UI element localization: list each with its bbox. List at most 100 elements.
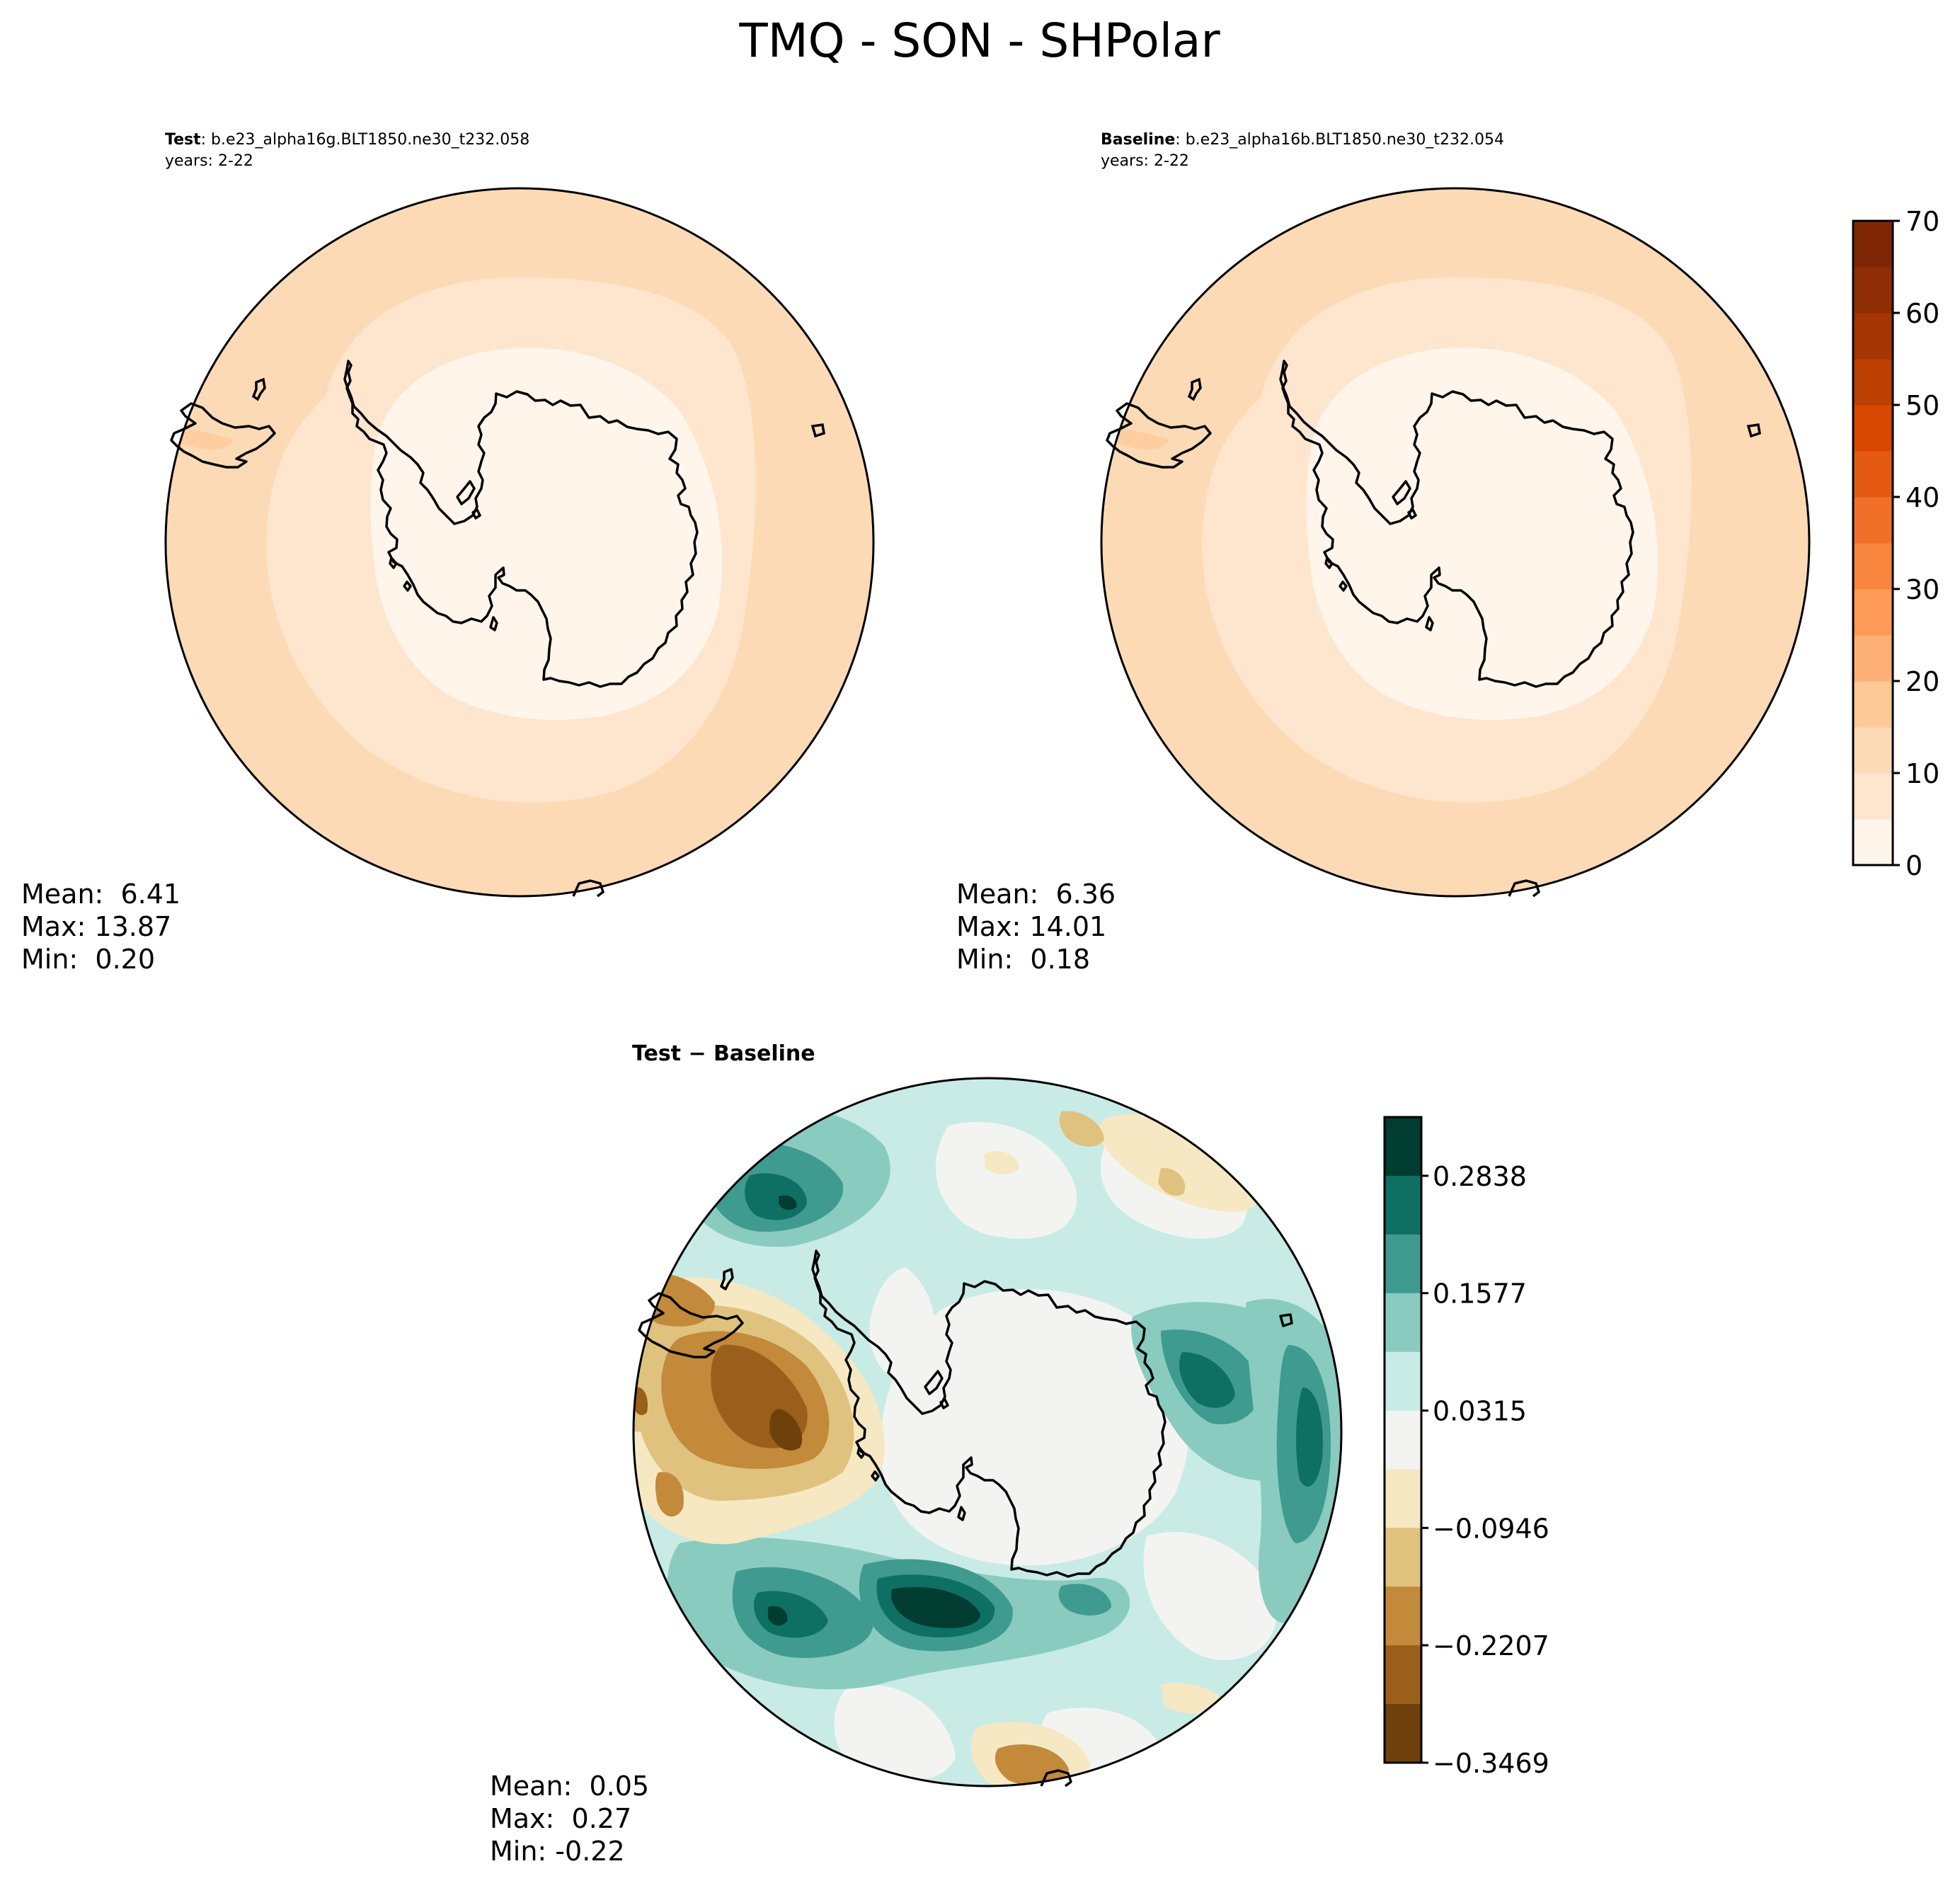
main-colorbar-tick-label: 30 (1905, 574, 1939, 605)
test-label: Test: b.e23_alpha16g.BLT1850.ne30_t232.0… (165, 131, 529, 149)
main-colorbar-tick-label: 0 (1905, 850, 1922, 881)
main-colorbar-segment (1853, 497, 1893, 544)
difference-map (634, 1078, 1341, 1786)
main-colorbar-segment (1853, 543, 1893, 590)
baseline-max: Max: 14.01 (956, 911, 1106, 942)
baseline-island-1 (1187, 377, 1202, 401)
figure-title: TMQ - SON - SHPolar (738, 13, 1220, 68)
main-colorbar-tick-label: 70 (1905, 206, 1939, 237)
main-colorbar-segment (1853, 451, 1893, 498)
main-colorbar-segment (1853, 773, 1893, 820)
main-colorbar-segment (1853, 635, 1893, 682)
main-colorbar-tick-label: 50 (1905, 390, 1939, 421)
baseline-island-2 (1746, 423, 1761, 438)
test-south-america-coast (170, 402, 276, 469)
diff-brown-region (655, 1472, 684, 1517)
difference-label: Test − Baseline (632, 1041, 815, 1066)
diff-brown-region (1158, 1167, 1186, 1196)
baseline-band-inner (1306, 348, 1658, 720)
difference-colorbar-segment (1385, 1234, 1421, 1294)
baseline-map-boundary (1100, 187, 1811, 898)
baseline-island-3 (1508, 879, 1541, 898)
test-years: years: 2-22 (165, 152, 253, 170)
main-colorbar-tick-label: 20 (1905, 666, 1939, 697)
difference-colorbar-segment (1385, 1586, 1421, 1646)
main-colorbar-segment (1853, 313, 1893, 360)
difference-panel: Test − Baseline (490, 1041, 1343, 1867)
main-colorbar-tick-label: 10 (1905, 758, 1939, 789)
main-colorbar-segment (1853, 819, 1893, 866)
main-colorbar: 0 10 20 30 40 50 60 70 (1852, 206, 1939, 881)
main-colorbar-segment (1853, 405, 1893, 452)
main-colorbar-segment (1853, 221, 1893, 268)
baseline-years: years: 2-22 (1101, 152, 1189, 170)
main-colorbar-segment (1853, 359, 1893, 406)
main-colorbar-tick-label: 40 (1905, 482, 1939, 513)
diff-teal-region (754, 1591, 828, 1638)
diff-brown-region (1161, 1683, 1225, 1715)
diff-teal-region (891, 1586, 980, 1628)
diff-brown-region (1059, 1111, 1104, 1147)
difference-colorbar-segment (1385, 1410, 1421, 1470)
test-antarctica-coastline (343, 360, 699, 688)
main-colorbar-frame (1852, 219, 1894, 866)
difference-min: Min: -0.22 (490, 1836, 625, 1867)
test-island-3 (572, 879, 605, 898)
diff-brown-region (995, 1744, 1069, 1786)
difference-colorbar: 0.2838 0.1577 0.0315 −0.0946 −0.2207 −0.3469 (1383, 1116, 1549, 1779)
main-colorbar-segment (1853, 267, 1893, 314)
baseline-map (1101, 188, 1809, 896)
difference-colorbar-tick-label: −0.0946 (1433, 1513, 1549, 1544)
baseline-panel: Baseline: b.e23_alpha16b.BLT1850.ne30_t2… (956, 131, 1811, 975)
difference-colorbar-segment (1385, 1175, 1421, 1235)
diff-neutral-region (1143, 1531, 1277, 1661)
difference-colorbar-segment (1385, 1704, 1421, 1763)
main-colorbar-segment (1853, 589, 1893, 636)
main-colorbar-segment (1853, 727, 1893, 774)
difference-colorbar-segment (1385, 1469, 1421, 1528)
main-colorbar-tick-label: 60 (1905, 298, 1939, 329)
difference-colorbar-segment (1385, 1351, 1421, 1412)
diff-neutral-region (936, 1121, 1077, 1239)
baseline-min: Min: 0.18 (956, 944, 1090, 975)
test-label-bold: Test (165, 131, 201, 149)
difference-colorbar-tick-label: 0.0315 (1433, 1396, 1527, 1427)
difference-colorbar-segment (1385, 1528, 1421, 1587)
difference-colorbar-tick-label: 0.2838 (1433, 1161, 1527, 1192)
test-island-1 (251, 377, 266, 401)
difference-colorbar-segment (1385, 1117, 1421, 1177)
difference-map-boundary (632, 1077, 1343, 1787)
baseline-south-america-coast (1106, 402, 1212, 469)
test-max: Max: 13.87 (21, 911, 171, 942)
test-mean: Mean: 6.41 (21, 879, 180, 910)
diff-teal-region (779, 1195, 797, 1211)
test-map-boundary (164, 187, 875, 898)
test-panel: Test: b.e23_alpha16g.BLT1850.ne30_t232.0… (21, 131, 875, 975)
diff-teal-region (1179, 1352, 1235, 1408)
baseline-patagonia-shade (1104, 425, 1169, 450)
test-label-case: : b.e23_alpha16g.BLT1850.ne30_t232.058 (201, 131, 530, 149)
baseline-label-case: : b.e23_alpha16b.BLT1850.ne30_t232.054 (1175, 131, 1504, 149)
difference-colorbar-segment (1385, 1293, 1421, 1353)
diff-teal-region (1296, 1388, 1323, 1487)
difference-max: Max: 0.27 (490, 1803, 631, 1834)
difference-colorbar-segment (1385, 1645, 1421, 1705)
baseline-label: Baseline: b.e23_alpha16b.BLT1850.ne30_t2… (1101, 131, 1504, 149)
diff-antarctic-neutral (880, 1289, 1189, 1566)
difference-antarctica-coastline (638, 1249, 1293, 1787)
difference-colorbar-tick-label: −0.2207 (1433, 1630, 1549, 1661)
difference-colorbar-tick-label: −0.3469 (1433, 1748, 1549, 1779)
main-colorbar-segment (1853, 681, 1893, 728)
baseline-label-bold: Baseline (1101, 131, 1175, 149)
diff-teal-region (1058, 1584, 1111, 1615)
diff-teal-region (768, 1606, 788, 1626)
test-map (166, 188, 873, 896)
difference-colorbar-frame (1383, 1116, 1423, 1764)
diff-brown-region (1099, 1114, 1261, 1212)
baseline-mean: Mean: 6.36 (956, 879, 1116, 910)
baseline-antarctica-coastline (1279, 360, 1634, 688)
test-island-2 (810, 423, 825, 438)
difference-mean: Mean: 0.05 (490, 1770, 649, 1802)
test-min: Min: 0.20 (21, 944, 155, 975)
